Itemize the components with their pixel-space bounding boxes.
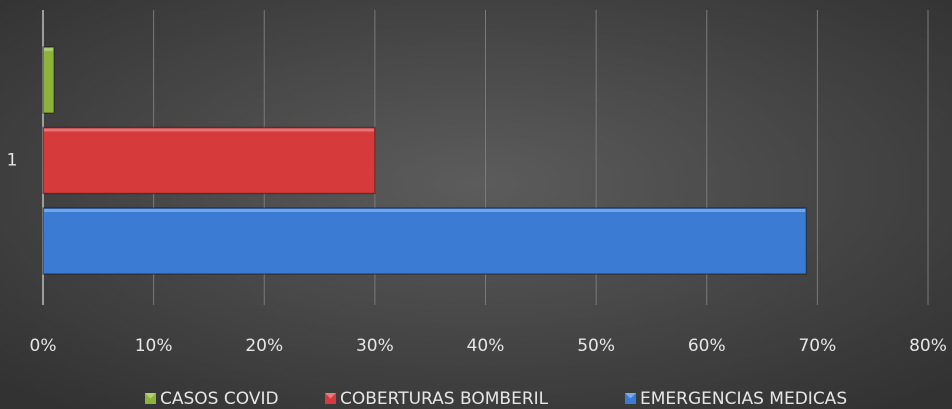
legend-label: EMERGENCIAS MEDICAS xyxy=(640,389,847,409)
legend-marker-bevel xyxy=(325,393,336,399)
y-tick-label: 1 xyxy=(7,151,18,171)
x-tick-label: 10% xyxy=(135,336,173,356)
x-tick-label: 60% xyxy=(688,336,726,356)
x-tick-label: 80% xyxy=(909,336,947,356)
legend-marker xyxy=(145,393,156,404)
legend-label: CASOS COVID xyxy=(160,389,279,409)
legend-label: COBERTURAS BOMBERIL xyxy=(340,389,549,409)
bar xyxy=(42,207,808,275)
x-tick-label: 50% xyxy=(577,336,615,356)
legend-marker xyxy=(325,393,336,404)
bar-bevel xyxy=(44,48,54,51)
x-tick-label: 0% xyxy=(30,336,57,356)
x-tick-label: 30% xyxy=(356,336,394,356)
bar-bevel xyxy=(44,209,806,212)
x-tick-label: 40% xyxy=(467,336,505,356)
x-tick-label: 20% xyxy=(245,336,283,356)
legend-marker-bevel xyxy=(625,393,636,399)
bar-bevel xyxy=(44,128,374,132)
bar xyxy=(42,46,55,114)
legend-marker-bevel xyxy=(145,393,156,399)
x-tick-label: 70% xyxy=(798,336,836,356)
bar xyxy=(42,126,376,195)
legend-marker xyxy=(625,393,636,404)
